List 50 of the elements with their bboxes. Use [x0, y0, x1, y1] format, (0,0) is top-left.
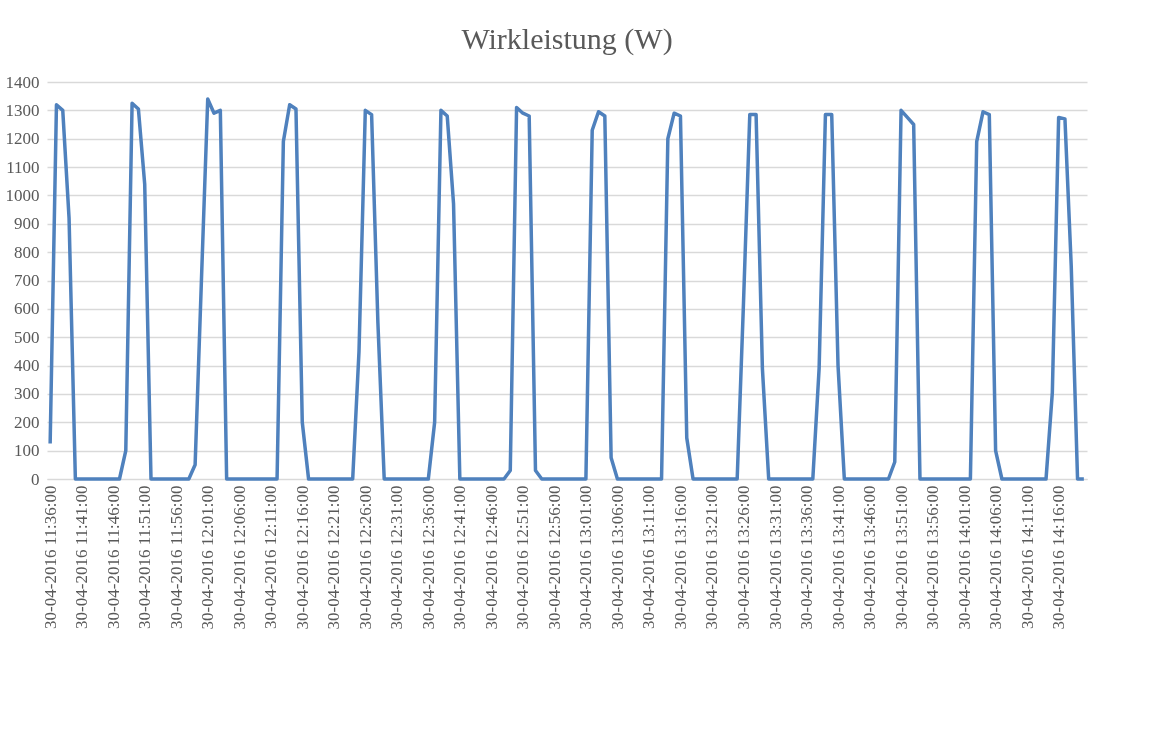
line-series: [48, 97, 1086, 481]
y-tick-label: 1100: [6, 157, 40, 177]
y-tick-label: 500: [14, 327, 40, 347]
x-tick-label: 30-04-2016 13:31:00: [765, 485, 785, 630]
x-tick-label: 30-04-2016 11:51:00: [135, 485, 155, 629]
y-tick-label: 100: [14, 441, 40, 461]
x-tick-label: 30-04-2016 13:46:00: [860, 485, 880, 630]
x-tick-label: 30-04-2016 14:06:00: [986, 485, 1006, 630]
x-tick-label: 30-04-2016 12:11:00: [261, 485, 281, 629]
x-tick-label: 30-04-2016 13:21:00: [702, 485, 722, 630]
x-tick-label: 30-04-2016 14:01:00: [954, 485, 974, 630]
x-tick-label: 30-04-2016 12:41:00: [450, 485, 470, 630]
y-tick-label: 200: [14, 412, 40, 432]
y-tick-label: 600: [14, 299, 40, 319]
y-tick-label: 400: [14, 356, 40, 376]
x-tick-label: 30-04-2016 13:41:00: [828, 485, 848, 630]
y-tick-label: 700: [14, 271, 40, 290]
x-tick-label: 30-04-2016 14:11:00: [1017, 485, 1037, 629]
x-tick-label: 30-04-2016 13:06:00: [607, 485, 627, 630]
x-tick-label: 30-04-2016 12:06:00: [229, 485, 249, 630]
x-tick-label: 30-04-2016 12:26:00: [355, 485, 375, 630]
x-tick-label: 30-04-2016 12:56:00: [544, 485, 564, 630]
x-tick-label: 30-04-2016 13:26:00: [733, 485, 753, 630]
x-tick-label: 30-04-2016 12:01:00: [198, 485, 218, 630]
x-tick-label: 30-04-2016 11:41:00: [72, 485, 92, 629]
x-tick-label: 30-04-2016 11:56:00: [166, 485, 186, 629]
x-tick-label: 30-04-2016 12:16:00: [292, 485, 312, 630]
y-tick-label: 1400: [5, 72, 40, 92]
x-tick-label: 30-04-2016 13:56:00: [923, 485, 943, 630]
x-tick-label: 30-04-2016 12:31:00: [387, 485, 407, 630]
x-tick-label: 30-04-2016 13:01:00: [576, 485, 596, 630]
x-tick-label: 30-04-2016 13:36:00: [797, 485, 817, 630]
x-tick-label: 30-04-2016 14:16:00: [1049, 485, 1069, 630]
y-tick-label: 800: [14, 242, 40, 262]
y-tick-label: 1000: [5, 185, 40, 205]
x-tick-label: 30-04-2016 11:36:00: [40, 485, 60, 629]
y-tick-label: 1200: [5, 129, 40, 149]
y-tick-label: 300: [14, 384, 40, 404]
x-tick-label: 30-04-2016 11:46:00: [103, 485, 123, 629]
x-tick-label: 30-04-2016 12:51:00: [513, 485, 533, 630]
y-tick-label: 0: [31, 469, 40, 489]
x-tick-label: 30-04-2016 12:21:00: [324, 485, 344, 630]
x-tick-label: 30-04-2016 13:51:00: [891, 485, 911, 630]
chart-title: Wirkleistung (W): [461, 22, 673, 56]
y-tick-label: 900: [14, 214, 40, 234]
x-tick-label: 30-04-2016 12:36:00: [418, 485, 438, 630]
x-tick-label: 30-04-2016 12:46:00: [481, 485, 501, 630]
x-tick-label: 30-04-2016 13:11:00: [639, 485, 659, 629]
x-tick-label: 30-04-2016 13:16:00: [670, 485, 690, 630]
y-tick-label: 1300: [5, 100, 40, 120]
